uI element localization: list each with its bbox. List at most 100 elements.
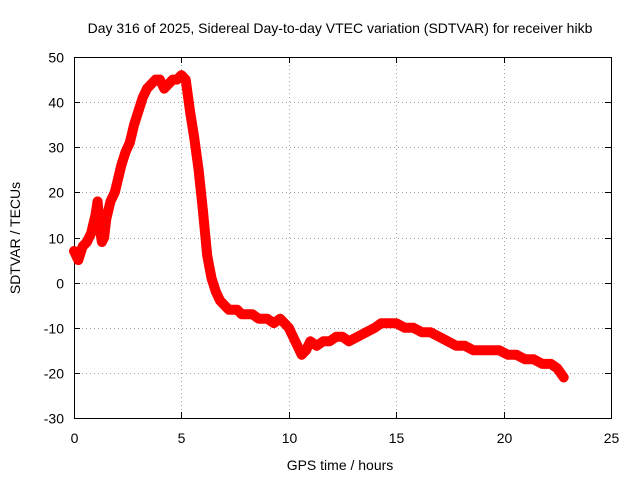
data-point xyxy=(391,318,401,329)
y-tick-label: 0 xyxy=(56,276,64,292)
y-tick-label: 50 xyxy=(48,50,64,66)
data-point xyxy=(210,286,221,297)
data-point xyxy=(146,79,157,89)
y-axis-label: SDTVAR / TECUs xyxy=(7,182,23,294)
data-point xyxy=(125,137,135,148)
data-point xyxy=(219,300,230,310)
data-point xyxy=(511,350,522,360)
data-point xyxy=(110,187,120,198)
x-tick-labels: 0 5 10 15 20 25 xyxy=(71,430,620,446)
y-tick-label: -10 xyxy=(44,321,64,337)
y-tick-label: 20 xyxy=(48,185,64,201)
data-point xyxy=(337,331,348,342)
series-line xyxy=(69,70,569,383)
x-tick-label: 10 xyxy=(282,430,298,446)
y-tick-labels: -30 -20 -10 0 10 20 30 40 50 xyxy=(44,50,64,427)
data-point xyxy=(311,341,322,351)
y-tick-label: 10 xyxy=(48,231,64,247)
data-point xyxy=(434,331,444,342)
x-tick-label: 15 xyxy=(389,430,405,446)
data-point xyxy=(537,359,548,369)
data-point xyxy=(180,74,191,85)
data-point xyxy=(105,196,116,207)
y-tick-label: 30 xyxy=(48,140,64,156)
data-point xyxy=(408,322,419,333)
y-tick-label: -30 xyxy=(44,411,64,427)
data-point xyxy=(202,250,212,261)
data-point xyxy=(292,341,303,351)
data-point xyxy=(77,241,88,252)
x-tick-label: 0 xyxy=(71,430,79,446)
data-point xyxy=(301,345,311,356)
data-point xyxy=(232,304,243,315)
data-point xyxy=(163,79,174,89)
grid-lines xyxy=(74,57,611,418)
data-point xyxy=(185,106,195,116)
data-point xyxy=(503,350,513,360)
data-point xyxy=(198,205,208,216)
data-point xyxy=(133,106,144,116)
data-point xyxy=(361,327,371,338)
data-point xyxy=(206,273,217,283)
data-point xyxy=(253,313,264,324)
data-point xyxy=(116,160,127,171)
data-point xyxy=(137,92,148,103)
data-point xyxy=(69,246,79,256)
data-point xyxy=(460,341,470,351)
data-point xyxy=(112,178,122,189)
axis-ticks xyxy=(74,57,612,419)
data-point xyxy=(247,309,258,320)
data-point xyxy=(382,318,393,329)
data-point xyxy=(155,74,165,85)
data-point xyxy=(552,363,563,374)
data-point xyxy=(90,210,101,220)
data-point xyxy=(92,196,103,207)
data-point xyxy=(279,318,290,329)
data-point xyxy=(73,255,84,265)
data-point xyxy=(215,295,225,306)
sdtvar-series xyxy=(69,70,569,383)
data-point xyxy=(399,322,410,333)
data-point xyxy=(99,232,109,243)
data-point xyxy=(352,331,363,342)
y-tick-label: 40 xyxy=(48,95,64,111)
data-point xyxy=(442,336,453,347)
data-point xyxy=(82,237,92,247)
data-point xyxy=(129,119,139,130)
data-point xyxy=(468,345,479,356)
data-point xyxy=(86,228,96,238)
x-axis-label: GPS time / hours xyxy=(287,457,394,473)
x-tick-label: 20 xyxy=(497,430,513,446)
data-point xyxy=(284,322,294,333)
data-point xyxy=(159,83,170,94)
data-point xyxy=(189,133,200,144)
data-point xyxy=(558,372,569,383)
data-point xyxy=(176,70,187,80)
x-tick-label: 5 xyxy=(178,430,186,446)
y-tick-label: -20 xyxy=(44,366,64,382)
data-point xyxy=(101,214,112,225)
data-point xyxy=(528,354,539,365)
data-point xyxy=(94,223,105,234)
data-point xyxy=(268,318,279,329)
data-point xyxy=(142,83,152,94)
data-point xyxy=(485,345,496,356)
data-point xyxy=(275,313,286,324)
data-point xyxy=(520,354,530,365)
data-point xyxy=(120,146,131,157)
data-point xyxy=(417,327,427,338)
chart-title: Day 316 of 2025, Sidereal Day-to-day VTE… xyxy=(88,20,593,36)
data-point xyxy=(546,359,556,369)
data-point xyxy=(494,345,505,356)
data-point xyxy=(288,331,298,342)
data-point xyxy=(262,313,273,324)
data-point xyxy=(451,341,462,351)
x-tick-label: 25 xyxy=(604,430,620,446)
data-point xyxy=(296,350,307,360)
data-point xyxy=(305,336,316,347)
data-point xyxy=(344,336,354,347)
data-point xyxy=(369,322,380,333)
data-point xyxy=(425,327,436,338)
data-point xyxy=(193,165,204,175)
